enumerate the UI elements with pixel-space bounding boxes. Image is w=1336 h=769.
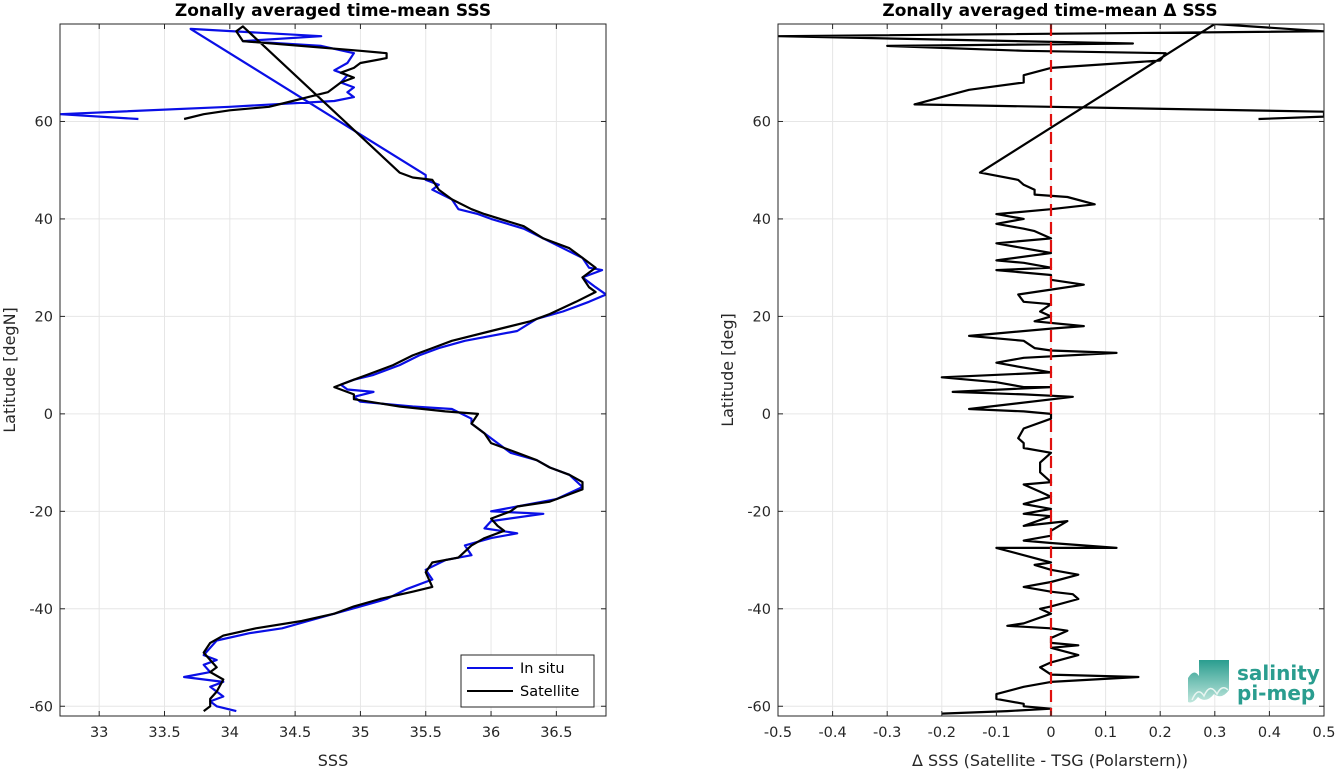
sss-panel: 33 33.5 34 34.5 35 35.5 36 36.5 -60 -40 -20 0 20 40 60… — [0, 1, 607, 769]
x-tick-label: 33.5 — [148, 725, 180, 741]
legend: In situ Satellite — [460, 654, 595, 708]
y-tick-label: -20 — [29, 504, 53, 520]
x-tick-label: 0 — [1046, 725, 1055, 741]
x-axis-label: Δ SSS (Satellite - TSG (Polarstern)) — [912, 751, 1188, 769]
y-tick-label: -60 — [29, 699, 53, 715]
x-tick-label: 0.2 — [1149, 725, 1172, 741]
y-tick-label: 40 — [753, 212, 771, 228]
x-tick-label: 33 — [90, 725, 108, 741]
grid — [60, 24, 606, 716]
x-tick-label: 35.5 — [410, 725, 442, 741]
x-tick-label: -0.5 — [764, 725, 792, 741]
x-tick-label: 35 — [351, 725, 369, 741]
series-line-delta-sss — [778, 24, 1324, 715]
axes-box — [59, 23, 607, 717]
legend-box — [460, 654, 595, 708]
y-tick-label: 60 — [753, 114, 771, 130]
x-tick-label: 0.5 — [1312, 725, 1335, 741]
legend-label-in-situ: In situ — [520, 661, 565, 677]
x-tick-label: 0.1 — [1094, 725, 1117, 741]
legend-label-satellite: Satellite — [520, 684, 579, 700]
x-tick-label: 34.5 — [279, 725, 311, 741]
x-tick-label: -0.1 — [982, 725, 1010, 741]
x-tick-label: -0.2 — [928, 725, 956, 741]
y-tick-label: -40 — [747, 602, 771, 618]
y-tick-label: 0 — [762, 407, 771, 423]
x-tick-label: 0.3 — [1203, 725, 1226, 741]
y-axis-label: Latitude [degN] — [0, 307, 19, 433]
logo-text-pi-mep: pi-mep — [1237, 681, 1315, 705]
x-tick-label: 36 — [482, 725, 500, 741]
x-tick-label: 34 — [221, 725, 239, 741]
chart-title: Zonally averaged time-mean Δ SSS — [882, 1, 1217, 21]
series-line-in-situ — [60, 27, 606, 713]
x-tick-label: -0.3 — [873, 725, 901, 741]
y-tick-label: -40 — [29, 602, 53, 618]
salinity-pi-mep-logo: salinity pi-mep — [1188, 660, 1320, 705]
tick-labels: -0.5 -0.4 -0.3 -0.2 -0.1 0 0.1 0.2 0.3 0.4 0.5 -60 -… — [747, 24, 1336, 741]
y-tick-label: 20 — [35, 309, 53, 325]
y-tick-label: 60 — [35, 114, 53, 130]
logo-wave-icon — [1188, 660, 1229, 703]
series-group — [778, 24, 1324, 716]
delta-sss-panel: -0.5 -0.4 -0.3 -0.2 -0.1 0 0.1 0.2 0.3 0.4 0.5 -60 -… — [718, 1, 1336, 769]
x-tick-label: 36.5 — [540, 725, 572, 741]
series-group — [60, 25, 606, 713]
y-tick-label: 0 — [44, 407, 53, 423]
chart-title: Zonally averaged time-mean SSS — [175, 1, 491, 21]
x-axis-label: SSS — [318, 751, 348, 769]
y-axis-label: Latitude [deg] — [718, 313, 737, 427]
x-tick-label: -0.4 — [818, 725, 846, 741]
logo-text-salinity: salinity — [1237, 661, 1320, 685]
series-line-satellite — [183, 25, 597, 712]
y-tick-label: 20 — [753, 309, 771, 325]
x-tick-label: 0.4 — [1258, 725, 1281, 741]
y-tick-label: -60 — [747, 699, 771, 715]
y-tick-label: 40 — [35, 212, 53, 228]
plot-area — [60, 24, 606, 716]
y-tick-label: -20 — [747, 504, 771, 520]
tick-labels: 33 33.5 34 34.5 35 35.5 36 36.5 -60 -40 -20 0 20 40 60 — [29, 24, 606, 741]
